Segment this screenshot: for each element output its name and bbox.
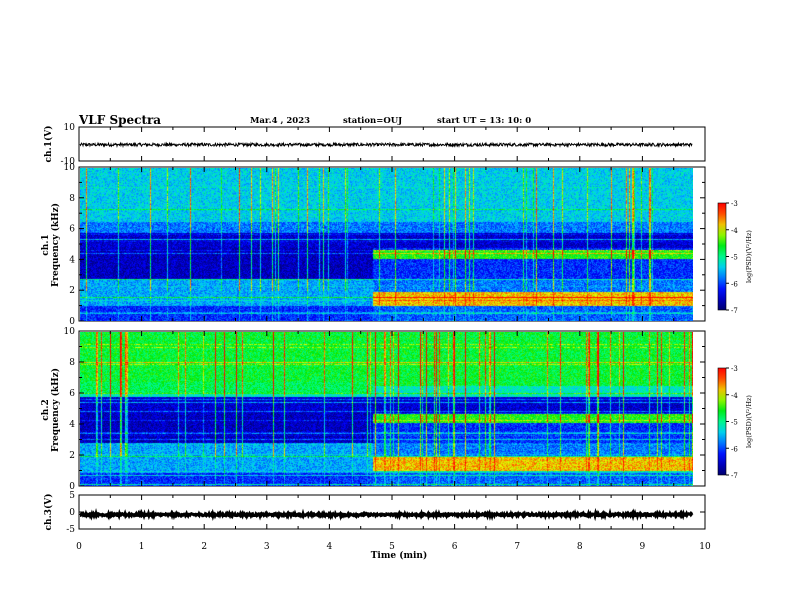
- x-tick-label: 0: [76, 542, 82, 552]
- ch3-waveform-panel: [78, 494, 706, 530]
- x-tick-label: 2: [201, 542, 207, 552]
- y-tick-label: 5: [69, 491, 75, 501]
- y-tick-label: 4: [69, 420, 75, 430]
- y-tick-label: 6: [69, 389, 75, 399]
- date-label: Mar.4 , 2023: [250, 116, 311, 126]
- colorbar-label: log(PSD)(V²/Hz): [745, 395, 753, 448]
- colorbar-tick-label: -7: [731, 307, 738, 315]
- x-tick-label: 9: [640, 542, 646, 552]
- colorbars: -3 -4 -5 -6 -7 log(PSD)(V²/Hz) -3 -4 -5 -6 -7 log(P…: [717, 200, 753, 480]
- colorbar: [717, 367, 727, 476]
- ch1-spec-ylabel-freq: Frequency (kHz): [50, 203, 61, 287]
- x-tick-label: 6: [452, 542, 458, 552]
- y-tick-label: 10: [64, 327, 76, 337]
- colorbar-tick-label: -6: [731, 445, 738, 453]
- y-tick-label: 4: [69, 255, 75, 265]
- x-tick-label: 7: [514, 542, 520, 552]
- x-tick-label: 5: [389, 542, 395, 552]
- y-tick-label: 6: [69, 225, 75, 235]
- x-axis-label: Time (min): [371, 550, 428, 561]
- colorbar-tick-label: -5: [731, 254, 738, 262]
- ch3-ylabel: ch.3(V): [43, 494, 54, 531]
- colorbar-tick-label: -4: [731, 227, 738, 235]
- y-tick-label: -5: [66, 525, 75, 535]
- colorbar-tick-label: -7: [731, 472, 738, 480]
- y-tick-label: 10: [64, 163, 76, 173]
- colorbar-label: log(PSD)(V²/Hz): [745, 230, 753, 283]
- station-label: station=OUJ: [343, 116, 403, 126]
- colorbar-tick-label: -3: [731, 200, 738, 208]
- y-tick-label: -10: [61, 157, 76, 167]
- ch1-spec-ylabel-channel: ch.1: [41, 234, 51, 255]
- ch3-waveform-line: [79, 507, 694, 522]
- ch2-spectrogram-image: [80, 332, 693, 486]
- colorbar-tick-label: -6: [731, 280, 738, 288]
- y-tick-label: 2: [69, 451, 75, 461]
- y-tick-label: 0: [69, 317, 75, 327]
- ch2-spec-ylabel-channel: ch.2: [41, 399, 51, 420]
- y-tick-label: 10: [64, 123, 76, 133]
- y-tick-label: 0: [69, 482, 75, 492]
- y-tick-label: 8: [69, 194, 75, 204]
- y-tick-label: 2: [69, 286, 75, 296]
- x-tick-label: 1: [139, 542, 145, 552]
- ch1-spectrogram-panel: [78, 166, 706, 322]
- x-tick-label: 10: [699, 542, 711, 552]
- colorbar-tick-label: -5: [731, 419, 738, 427]
- ch1-waveform-panel: [78, 126, 706, 162]
- y-tick-label: 8: [69, 358, 75, 368]
- ch2-spectrogram-panel: [78, 330, 706, 487]
- ch1-ylabel: ch.1(V): [43, 126, 54, 163]
- figure-title: VLF Spectra: [79, 113, 162, 127]
- ch2-spec-ylabel-freq: Frequency (kHz): [50, 368, 61, 452]
- start-time-label: start UT = 13: 10: 0: [437, 116, 532, 126]
- x-tick-label: 4: [327, 542, 333, 552]
- x-tick-label: 3: [264, 542, 270, 552]
- x-tick-label: 8: [577, 542, 583, 552]
- colorbar-tick-label: -4: [731, 392, 738, 400]
- ch1-spectrogram-image: [80, 168, 693, 321]
- colorbar-tick-label: -3: [731, 365, 738, 373]
- colorbar: [717, 202, 727, 311]
- y-tick-label: 0: [69, 508, 75, 518]
- ch1-waveform-line: [79, 141, 693, 149]
